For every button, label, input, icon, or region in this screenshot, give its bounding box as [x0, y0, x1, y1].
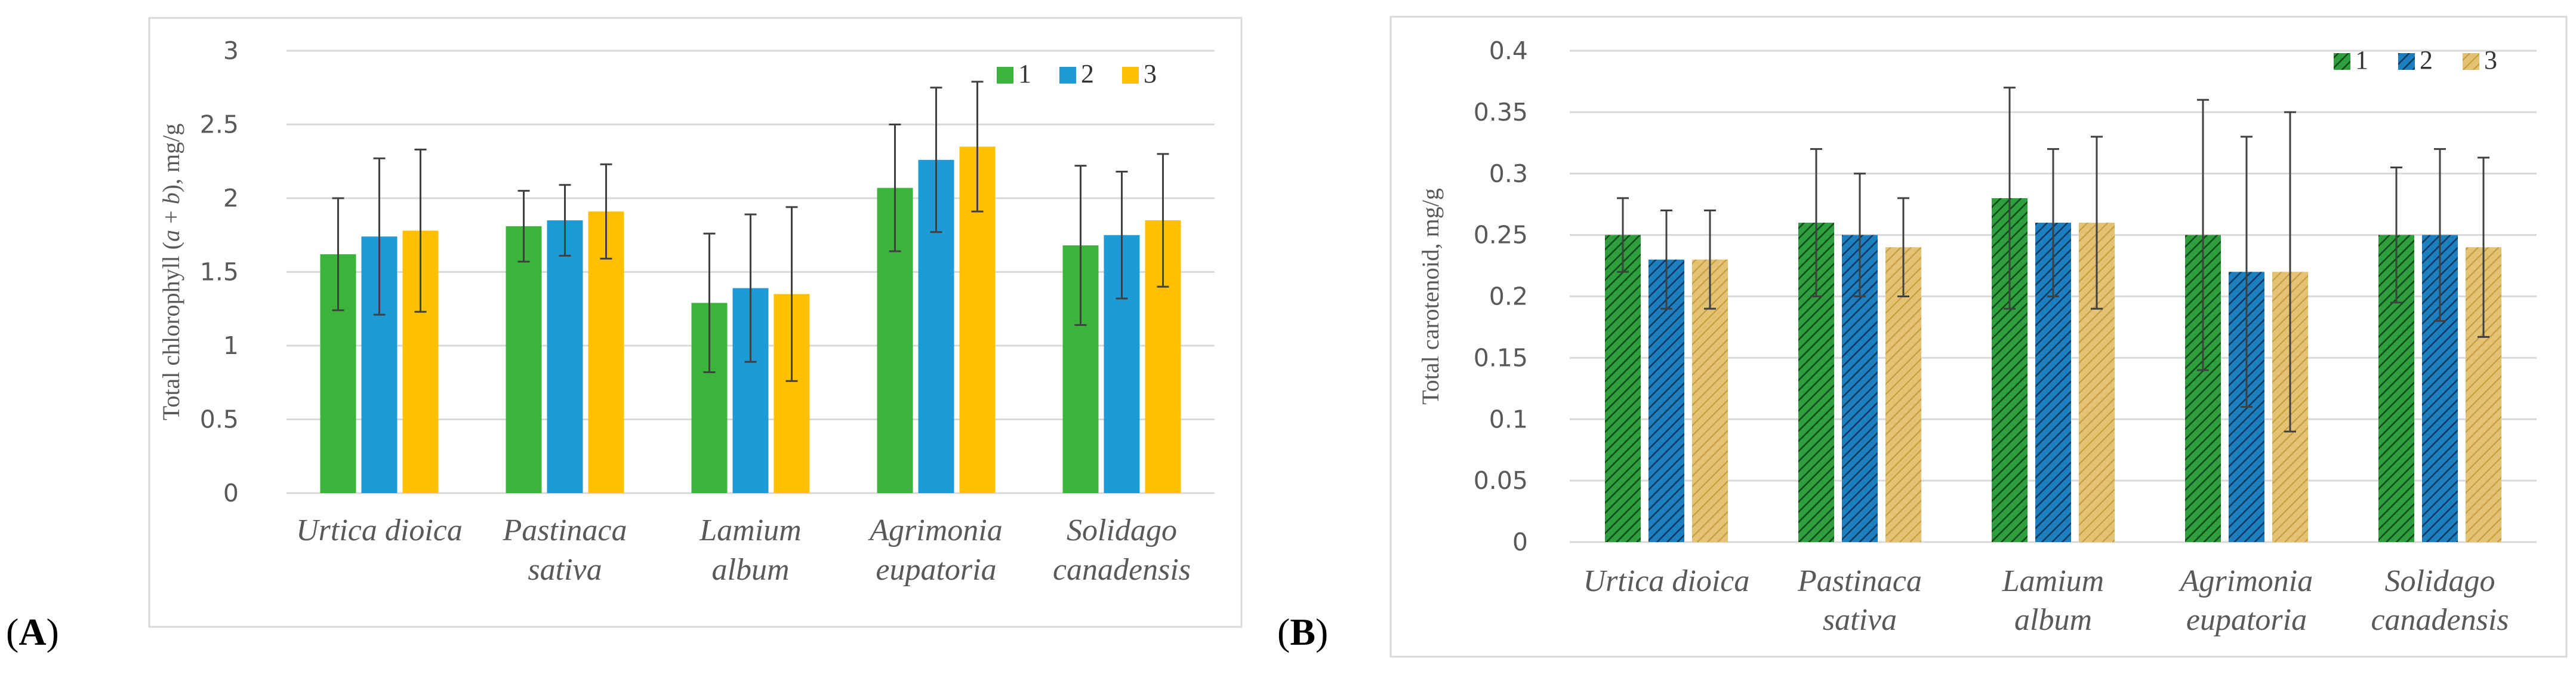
legend-label: 3: [1144, 59, 1157, 88]
legend-label: 1: [1018, 59, 1031, 88]
legend-label: 2: [1081, 59, 1094, 88]
y-tick-label: 2.5: [200, 110, 239, 139]
x-category-label: Lamium album: [699, 513, 801, 587]
y-tick-label: 3: [223, 36, 239, 65]
chart-a: 0 0.5 1 1.5 2 2.5 3 Total chlorophyll (a + b), …: [158, 36, 1215, 587]
x-category-label: Agrimonia eupatoria: [868, 513, 1002, 587]
panel-label-b: (B): [1277, 611, 1328, 653]
legend-swatch: [2463, 53, 2479, 70]
x-category-label: Pastinaca sativa: [503, 513, 627, 587]
chart-b-frame: [1389, 16, 2568, 658]
y-tick-label: 0: [1512, 528, 1528, 556]
legend-label: 3: [2484, 45, 2497, 75]
y-tick-label: 0.5: [200, 405, 239, 434]
legend-label: 2: [2420, 45, 2433, 75]
y-tick-label: 0.25: [1474, 221, 1528, 250]
y-tick-label: 1: [223, 331, 239, 360]
y-tick-label: 1.5: [200, 258, 239, 287]
chart-b: 0 0.05 0.1 0.15 0.2 0.25 0.3 0.35 0.4 Total carot…: [1417, 36, 2537, 637]
legend-swatch: [1122, 67, 1139, 84]
y-tick-label: 0.2: [1489, 282, 1528, 311]
x-category-label: Urtica dioica: [1583, 564, 1750, 598]
y-tick-label: 0: [223, 479, 239, 507]
y-tick-label: 0.35: [1474, 98, 1528, 127]
y-tick-label: 0.1: [1489, 405, 1528, 433]
x-category-label: Solidago canadensis: [1053, 513, 1191, 587]
legend-swatch: [2398, 53, 2415, 70]
bar: [547, 220, 583, 493]
x-category-label: Urtica dioica: [296, 513, 463, 547]
x-category-label: Lamium album: [2002, 564, 2104, 637]
y-tick-label: 0.05: [1474, 466, 1528, 495]
y-tick-label: 0.4: [1489, 36, 1528, 65]
legend-swatch: [997, 67, 1013, 84]
x-category-label: Agrimonia eupatoria: [2178, 564, 2313, 637]
bar: [1605, 235, 1641, 542]
bar: [506, 226, 542, 493]
x-category-label: Pastinaca sativa: [1797, 564, 1922, 637]
y-axis-label: Total carotenoid, mg/g: [1417, 188, 1444, 405]
legend-label: 1: [2355, 45, 2368, 75]
panel-label-a: (A): [6, 611, 59, 653]
y-tick-label: 0.3: [1489, 159, 1528, 188]
legend-swatch: [2334, 53, 2350, 70]
y-axis-label: Total chlorophyll (a + b), mg/g: [158, 124, 184, 420]
legend-swatch: [1059, 67, 1076, 84]
y-tick-label: 2: [223, 184, 239, 213]
y-tick-label: 0.15: [1474, 343, 1528, 372]
x-category-label: Solidago canadensis: [2371, 564, 2509, 637]
